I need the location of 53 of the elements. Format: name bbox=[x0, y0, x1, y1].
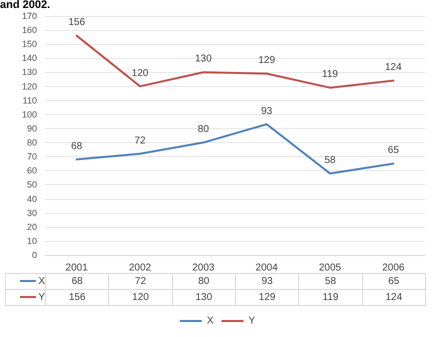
text: X bbox=[206, 316, 214, 326]
x-tick-label: 2002 bbox=[128, 262, 152, 274]
text: 120 bbox=[108, 290, 172, 306]
text: 80 bbox=[172, 274, 236, 290]
text: 129 bbox=[235, 290, 299, 306]
data-label: 120 bbox=[132, 68, 149, 79]
x-tick-label: 2005 bbox=[318, 262, 342, 274]
data-label: 93 bbox=[261, 106, 273, 117]
data-label: 68 bbox=[71, 140, 83, 152]
x-tick-label: 2003 bbox=[192, 262, 215, 274]
text: 130 bbox=[172, 290, 236, 306]
y-tick-label: 90 bbox=[26, 123, 37, 134]
data-label: 156 bbox=[68, 17, 86, 28]
text: 72 bbox=[108, 274, 172, 290]
data-label: 129 bbox=[258, 55, 276, 66]
x-tick-label: 2006 bbox=[382, 262, 405, 274]
y-tick-label: 170 bbox=[22, 11, 37, 21]
legend-label: X bbox=[6, 274, 46, 290]
y-tick-label: 0 bbox=[32, 250, 37, 260]
data-label: 130 bbox=[194, 54, 212, 65]
y-tick-label: 140 bbox=[22, 53, 37, 64]
y-tick-label: 130 bbox=[22, 67, 37, 78]
text: 119 bbox=[298, 290, 362, 306]
data-label: 72 bbox=[134, 135, 146, 146]
y-tick-label: 150 bbox=[22, 39, 37, 50]
y-tick-label: 80 bbox=[26, 138, 37, 148]
y-tick-label: 120 bbox=[22, 81, 37, 92]
y-tick-label: 20 bbox=[26, 222, 37, 232]
text: 93 bbox=[235, 274, 299, 290]
legend-label: Y bbox=[6, 290, 46, 306]
data-label: 58 bbox=[324, 154, 336, 166]
y-tick-label: 30 bbox=[26, 208, 37, 218]
y-tick-label: 110 bbox=[22, 95, 37, 106]
y-tick-label: 40 bbox=[26, 194, 37, 204]
text: 156 bbox=[46, 290, 109, 306]
text: Y bbox=[248, 316, 256, 326]
x-tick-label: 2001 bbox=[66, 262, 88, 274]
data-label: 80 bbox=[198, 124, 210, 136]
y-tick-label: 70 bbox=[26, 152, 37, 162]
data-label: 65 bbox=[388, 145, 400, 156]
y-tick-label: 100 bbox=[22, 109, 37, 120]
y-tick-label: 10 bbox=[26, 236, 37, 246]
text: 65 bbox=[362, 274, 426, 290]
text: 58 bbox=[298, 274, 362, 290]
data-label: 124 bbox=[384, 62, 402, 74]
y-tick-label: 60 bbox=[26, 166, 37, 176]
x-tick-label: 2004 bbox=[256, 262, 278, 274]
text: 68 bbox=[46, 274, 109, 290]
y-tick-label: 50 bbox=[26, 180, 37, 190]
chart-title: and 2002. bbox=[0, 0, 50, 11]
data-label: 119 bbox=[322, 69, 338, 80]
text: 124 bbox=[362, 290, 426, 306]
y-tick-label: 160 bbox=[22, 25, 37, 36]
